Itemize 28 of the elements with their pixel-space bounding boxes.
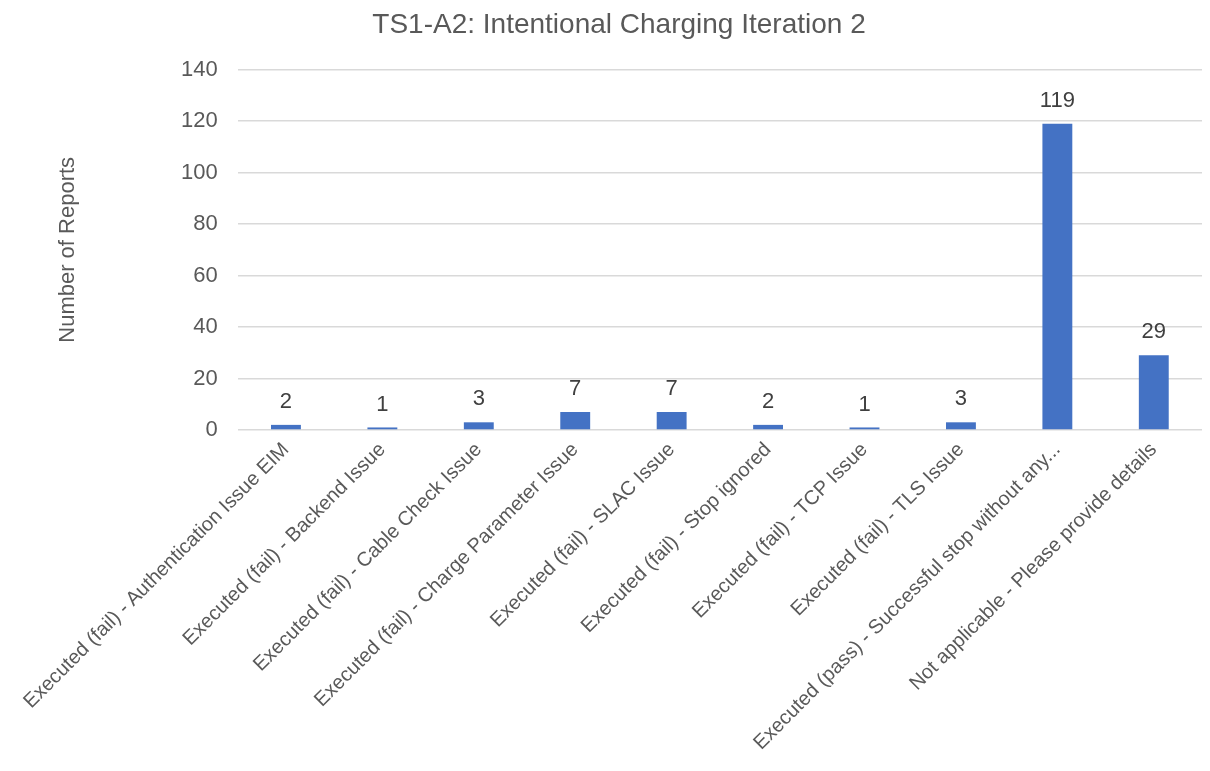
bar xyxy=(656,412,687,430)
y-tick-label: 40 xyxy=(193,313,218,339)
data-label: 119 xyxy=(1039,86,1075,112)
y-tick-label: 20 xyxy=(193,364,218,390)
bar xyxy=(1042,123,1073,430)
y-tick-label: 120 xyxy=(181,107,218,133)
data-label: 7 xyxy=(569,375,582,401)
data-label: 1 xyxy=(858,390,871,416)
chart-title: TS1-A2: Intentional Charging Iteration 2 xyxy=(372,7,866,39)
y-axis-title: Number of Reports xyxy=(53,156,79,343)
y-tick-label: 60 xyxy=(193,261,218,287)
bar xyxy=(753,424,784,430)
data-label: 2 xyxy=(279,387,293,413)
bar xyxy=(1138,355,1169,430)
data-label: 3 xyxy=(472,385,485,411)
data-label: 2 xyxy=(761,387,775,413)
data-label: 7 xyxy=(665,375,678,401)
bar xyxy=(271,424,301,430)
y-tick-label: 140 xyxy=(181,55,218,81)
data-label: 29 xyxy=(1141,318,1167,344)
bar xyxy=(945,422,976,430)
y-tick-label: 100 xyxy=(181,158,218,184)
y-tick-label: 80 xyxy=(193,210,218,236)
bar xyxy=(463,422,494,430)
data-label: 1 xyxy=(376,390,389,416)
data-label: 3 xyxy=(954,385,968,411)
y-tick-label: 0 xyxy=(205,416,218,442)
bar xyxy=(560,412,591,430)
